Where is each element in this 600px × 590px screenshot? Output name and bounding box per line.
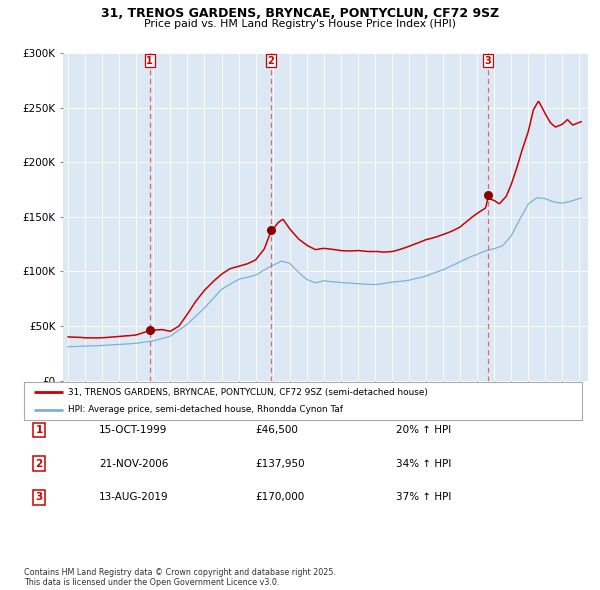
Text: £46,500: £46,500 [255, 425, 298, 435]
Text: Price paid vs. HM Land Registry's House Price Index (HPI): Price paid vs. HM Land Registry's House … [144, 19, 456, 29]
Text: 21-NOV-2006: 21-NOV-2006 [99, 459, 169, 468]
Text: 34% ↑ HPI: 34% ↑ HPI [396, 459, 451, 468]
Text: 1: 1 [146, 55, 153, 65]
Text: £137,950: £137,950 [255, 459, 305, 468]
Text: 31, TRENOS GARDENS, BRYNCAE, PONTYCLUN, CF72 9SZ (semi-detached house): 31, TRENOS GARDENS, BRYNCAE, PONTYCLUN, … [68, 388, 427, 396]
Text: HPI: Average price, semi-detached house, Rhondda Cynon Taf: HPI: Average price, semi-detached house,… [68, 405, 343, 414]
Text: 3: 3 [484, 55, 491, 65]
Text: 15-OCT-1999: 15-OCT-1999 [99, 425, 167, 435]
Text: £170,000: £170,000 [255, 493, 304, 502]
Text: 37% ↑ HPI: 37% ↑ HPI [396, 493, 451, 502]
Text: 2: 2 [268, 55, 274, 65]
Text: 2: 2 [35, 459, 43, 468]
Text: 1: 1 [35, 425, 43, 435]
Text: 31, TRENOS GARDENS, BRYNCAE, PONTYCLUN, CF72 9SZ: 31, TRENOS GARDENS, BRYNCAE, PONTYCLUN, … [101, 7, 499, 20]
Text: 3: 3 [35, 493, 43, 502]
Text: Contains HM Land Registry data © Crown copyright and database right 2025.
This d: Contains HM Land Registry data © Crown c… [24, 568, 336, 587]
Text: 20% ↑ HPI: 20% ↑ HPI [396, 425, 451, 435]
Text: 13-AUG-2019: 13-AUG-2019 [99, 493, 169, 502]
